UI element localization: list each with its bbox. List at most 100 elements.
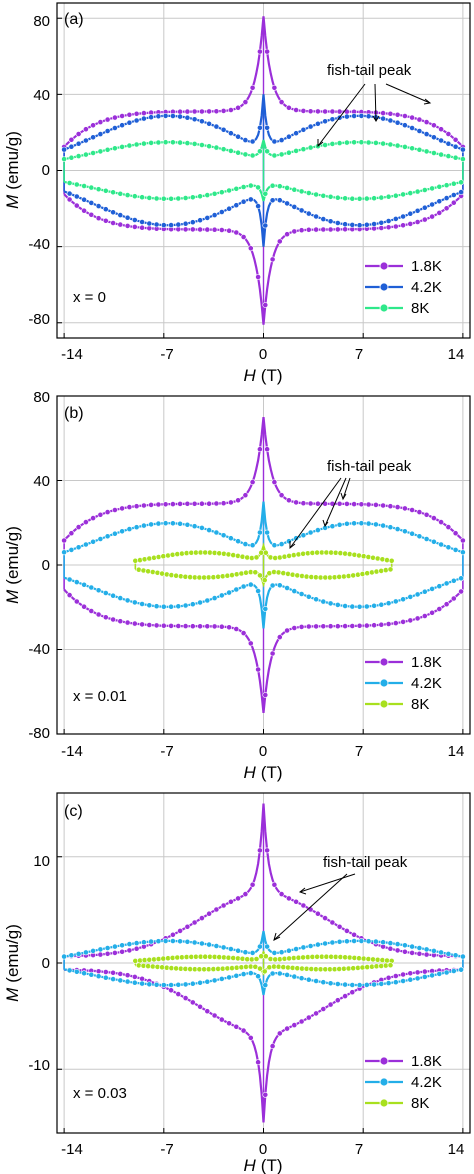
data-point	[401, 122, 408, 129]
data-point	[88, 608, 95, 614]
data-point	[146, 622, 153, 628]
data-point	[239, 553, 246, 560]
data-point	[220, 126, 227, 133]
data-point	[320, 1006, 327, 1012]
panel-b-inset-label: x = 0.01	[73, 688, 127, 705]
data-point	[305, 190, 312, 196]
data-point	[148, 139, 154, 146]
data-point	[256, 943, 263, 950]
data-point	[227, 107, 234, 113]
panel-c-ytick-label: -10	[28, 1057, 50, 1074]
data-point	[314, 910, 321, 917]
data-point	[334, 226, 341, 233]
data-point	[247, 970, 254, 976]
data-point	[206, 120, 212, 127]
data-point	[452, 154, 459, 161]
panel-c-xlabel: H (T)	[244, 1156, 283, 1174]
data-point	[307, 108, 314, 115]
data-point	[240, 184, 247, 190]
data-point	[416, 533, 423, 540]
data-point	[373, 568, 380, 575]
legend-marker	[379, 1077, 389, 1087]
data-point	[112, 530, 118, 537]
data-point	[112, 125, 118, 131]
data-point	[126, 119, 133, 126]
data-point	[235, 149, 241, 156]
data-point	[102, 206, 109, 213]
data-point	[313, 191, 319, 198]
data-point	[117, 595, 124, 601]
data-point	[133, 141, 140, 148]
data-point	[182, 981, 189, 988]
data-point	[140, 115, 147, 122]
data-point	[458, 588, 464, 595]
data-point	[380, 522, 386, 529]
data-point	[307, 529, 314, 536]
data-point	[278, 492, 285, 499]
data-point	[356, 603, 363, 610]
data-point	[131, 979, 138, 986]
panel-a-ytick-label: -40	[28, 236, 50, 253]
panel-c-ylabel-var: M	[3, 987, 22, 1002]
data-point	[269, 182, 276, 189]
data-point	[159, 964, 165, 971]
panel-b-ylabel-var: M	[3, 589, 22, 604]
panel-c-arrows	[273, 873, 356, 941]
data-point	[68, 154, 75, 161]
data-point	[336, 574, 343, 580]
data-point	[459, 146, 466, 153]
data-point	[334, 997, 341, 1004]
data-point	[371, 981, 377, 988]
data-point	[90, 515, 96, 521]
panel-c-xtick-label: 7	[355, 1141, 363, 1158]
data-point	[95, 973, 102, 980]
data-point	[153, 981, 160, 988]
data-point	[291, 625, 298, 631]
data-point	[290, 552, 297, 558]
data-point	[240, 198, 247, 205]
data-point	[459, 537, 466, 544]
data-point	[285, 104, 292, 111]
data-point	[370, 554, 376, 561]
data-point	[262, 982, 269, 988]
data-point	[300, 944, 307, 951]
data-point	[372, 139, 379, 146]
data-point	[242, 891, 249, 897]
data-point	[358, 113, 365, 119]
data-point	[146, 602, 153, 609]
panel-b-xtick-label: 0	[259, 743, 267, 760]
data-point	[351, 501, 357, 507]
data-point	[429, 972, 435, 979]
data-point	[264, 446, 270, 453]
data-point	[133, 945, 140, 952]
data-point	[278, 137, 285, 143]
data-point	[66, 592, 73, 598]
data-point	[211, 226, 218, 233]
legend-label: 1.8K	[411, 654, 442, 671]
data-point	[298, 975, 305, 982]
data-point	[382, 567, 389, 573]
data-point	[445, 153, 452, 159]
data-point	[168, 982, 174, 988]
data-point	[160, 553, 167, 560]
data-point	[61, 146, 67, 153]
data-point	[95, 186, 102, 193]
data-point	[421, 588, 428, 595]
data-point	[133, 117, 140, 124]
data-point	[160, 195, 167, 202]
legend-label: 4.2K	[411, 279, 442, 296]
data-point	[189, 219, 196, 226]
data-point	[102, 614, 109, 621]
data-point	[359, 571, 366, 577]
data-point	[264, 943, 270, 950]
data-point	[88, 584, 95, 591]
data-point	[423, 946, 430, 953]
data-point	[235, 947, 241, 954]
data-point	[280, 570, 287, 576]
data-point	[286, 955, 292, 962]
data-point	[191, 108, 198, 115]
data-point	[145, 568, 151, 575]
data-point	[177, 108, 183, 115]
panel-a-inset-label: x = 0	[73, 289, 106, 306]
data-point	[285, 947, 292, 954]
